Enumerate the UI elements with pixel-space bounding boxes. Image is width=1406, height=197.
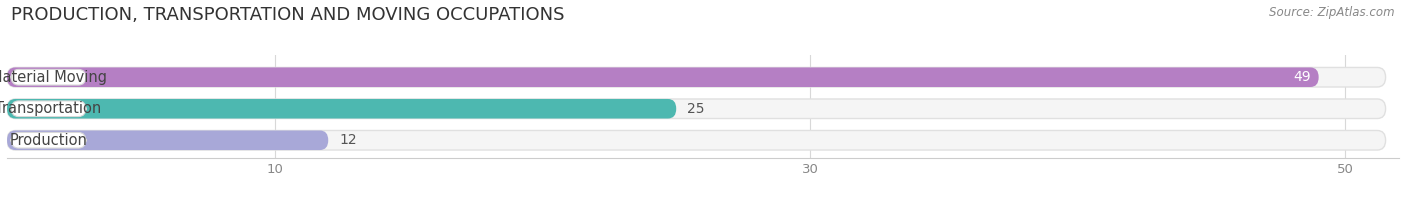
FancyBboxPatch shape bbox=[7, 130, 328, 150]
Text: Material Moving: Material Moving bbox=[0, 70, 107, 85]
FancyBboxPatch shape bbox=[7, 67, 1319, 87]
FancyBboxPatch shape bbox=[7, 99, 676, 119]
Text: Production: Production bbox=[10, 133, 87, 148]
Text: Transportation: Transportation bbox=[0, 101, 101, 116]
Text: Source: ZipAtlas.com: Source: ZipAtlas.com bbox=[1270, 6, 1395, 19]
FancyBboxPatch shape bbox=[11, 69, 86, 85]
FancyBboxPatch shape bbox=[11, 132, 86, 148]
Text: PRODUCTION, TRANSPORTATION AND MOVING OCCUPATIONS: PRODUCTION, TRANSPORTATION AND MOVING OC… bbox=[11, 6, 565, 24]
Text: 12: 12 bbox=[339, 133, 357, 147]
FancyBboxPatch shape bbox=[11, 101, 86, 117]
FancyBboxPatch shape bbox=[7, 67, 1385, 87]
Text: 49: 49 bbox=[1294, 70, 1310, 84]
FancyBboxPatch shape bbox=[7, 130, 1385, 150]
FancyBboxPatch shape bbox=[7, 99, 1385, 119]
Text: 25: 25 bbox=[688, 102, 704, 116]
